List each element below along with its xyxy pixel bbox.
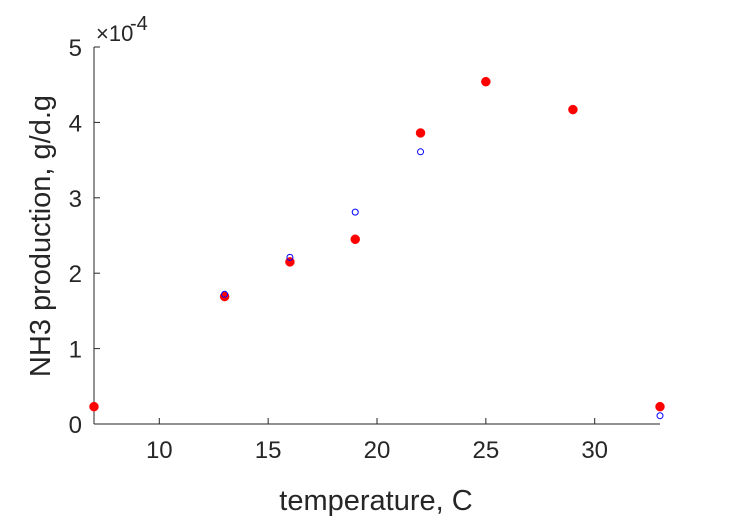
data-point-open xyxy=(417,148,425,156)
y-tick-label: 0 xyxy=(69,412,82,439)
y-multiplier-base: ×10 xyxy=(96,21,133,46)
y-tick-label: 2 xyxy=(69,261,82,288)
data-point-filled xyxy=(655,401,665,412)
data-point-filled xyxy=(568,104,578,115)
data-point-filled xyxy=(219,291,230,302)
x-tick-label: 25 xyxy=(472,437,499,464)
data-point-filled xyxy=(89,401,99,412)
axes xyxy=(93,47,660,425)
x-axis-label: temperature, C xyxy=(279,485,472,517)
x-tick-label: 30 xyxy=(581,437,608,464)
data-point-filled xyxy=(481,76,491,87)
x-tick-label: 15 xyxy=(255,437,282,464)
y-tick-label: 1 xyxy=(69,337,82,364)
ticks: 10 15 20 25 30 0 1 2 3 4 5 xyxy=(69,35,608,464)
data-point-open xyxy=(656,412,664,420)
data-point-open xyxy=(221,290,229,298)
data-points xyxy=(89,76,665,420)
y-tick-label: 3 xyxy=(69,186,82,213)
data-point-open xyxy=(351,208,359,216)
y-axis-label: NH3 production, g/d.g xyxy=(25,95,57,377)
x-tick-label: 20 xyxy=(364,437,391,464)
data-point-open xyxy=(286,253,294,261)
y-tick-label: 4 xyxy=(69,110,82,137)
data-point-filled xyxy=(350,234,360,245)
data-point-filled xyxy=(415,128,426,138)
y-tick-label: 5 xyxy=(69,35,82,62)
y-multiplier-exponent: -4 xyxy=(130,13,148,35)
x-tick-label: 10 xyxy=(146,437,173,464)
